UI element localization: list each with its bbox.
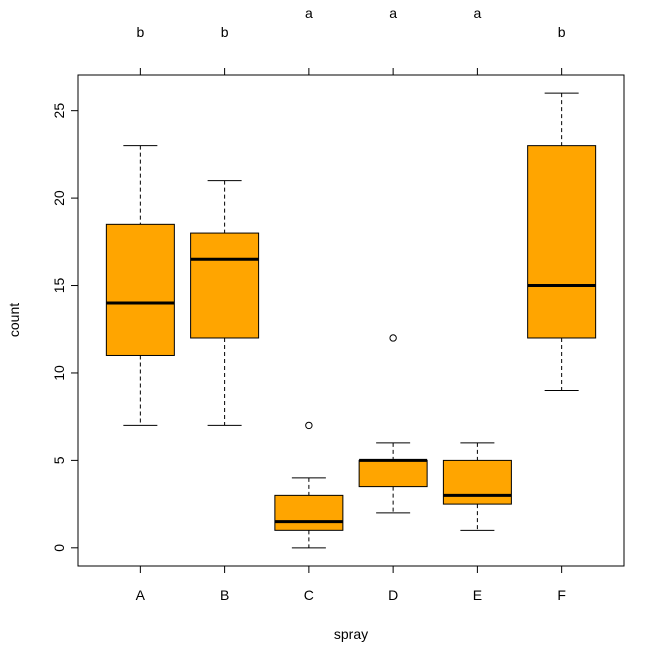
box-C	[274, 421, 344, 549]
x-tick-label: E	[473, 587, 482, 603]
box-series	[105, 92, 597, 549]
box-E	[442, 442, 512, 531]
box-A	[105, 145, 175, 426]
box-body	[442, 459, 512, 505]
outlier-point	[389, 334, 397, 342]
group-letter: b	[136, 24, 144, 40]
group-letter: a	[389, 5, 397, 21]
y-axis: 0 5 10 15 20 25	[51, 103, 79, 552]
group-letter: a	[305, 5, 313, 21]
x-tick-label: D	[388, 587, 398, 603]
x-axis: A B C D E F	[136, 565, 566, 603]
y-tick-label: 5	[51, 456, 67, 464]
group-letter: b	[558, 24, 566, 40]
outlier-point	[305, 421, 313, 430]
box-F	[527, 92, 597, 391]
y-axis-title: count	[6, 303, 22, 337]
box-body	[527, 145, 597, 339]
box-D	[358, 334, 428, 514]
x-tick-label: A	[136, 587, 146, 603]
x-tick-label: F	[557, 587, 566, 603]
box-body	[358, 459, 428, 488]
box-body	[274, 494, 344, 531]
top-axis: b b a a a b	[136, 5, 566, 76]
box-body	[105, 223, 175, 356]
group-letter: a	[473, 5, 481, 21]
group-letter: b	[221, 24, 229, 40]
y-tick-label: 15	[51, 278, 67, 294]
y-tick-label: 25	[51, 103, 67, 119]
box-B	[190, 180, 260, 426]
y-tick-label: 20	[51, 190, 67, 206]
x-tick-label: C	[304, 587, 314, 603]
y-tick-label: 10	[51, 365, 67, 381]
box-body	[190, 232, 260, 339]
x-axis-title: spray	[334, 626, 368, 642]
y-tick-label: 0	[51, 544, 67, 552]
x-tick-label: B	[220, 587, 229, 603]
